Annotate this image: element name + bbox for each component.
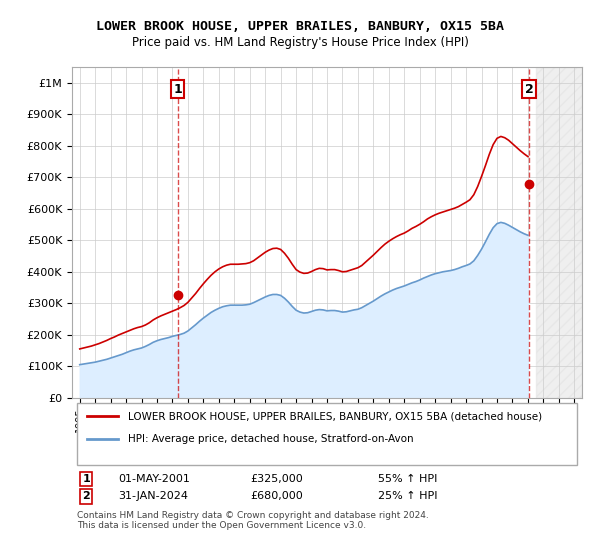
Text: £325,000: £325,000 bbox=[251, 474, 303, 484]
Text: LOWER BROOK HOUSE, UPPER BRAILES, BANBURY, OX15 5BA (detached house): LOWER BROOK HOUSE, UPPER BRAILES, BANBUR… bbox=[128, 412, 542, 422]
Text: Contains HM Land Registry data © Crown copyright and database right 2024.
This d: Contains HM Land Registry data © Crown c… bbox=[77, 511, 429, 530]
Text: 1: 1 bbox=[82, 474, 90, 484]
Text: Price paid vs. HM Land Registry's House Price Index (HPI): Price paid vs. HM Land Registry's House … bbox=[131, 36, 469, 49]
Text: LOWER BROOK HOUSE, UPPER BRAILES, BANBURY, OX15 5BA: LOWER BROOK HOUSE, UPPER BRAILES, BANBUR… bbox=[96, 20, 504, 32]
Text: 25% ↑ HPI: 25% ↑ HPI bbox=[378, 491, 437, 501]
Bar bbox=[536, 67, 582, 398]
Text: 31-JAN-2024: 31-JAN-2024 bbox=[118, 491, 188, 501]
FancyBboxPatch shape bbox=[77, 403, 577, 465]
Text: 55% ↑ HPI: 55% ↑ HPI bbox=[378, 474, 437, 484]
Text: £680,000: £680,000 bbox=[251, 491, 303, 501]
Text: HPI: Average price, detached house, Stratford-on-Avon: HPI: Average price, detached house, Stra… bbox=[128, 434, 414, 444]
Text: 2: 2 bbox=[525, 83, 533, 96]
Text: 2: 2 bbox=[82, 491, 90, 501]
Text: 01-MAY-2001: 01-MAY-2001 bbox=[118, 474, 190, 484]
Text: 1: 1 bbox=[173, 83, 182, 96]
